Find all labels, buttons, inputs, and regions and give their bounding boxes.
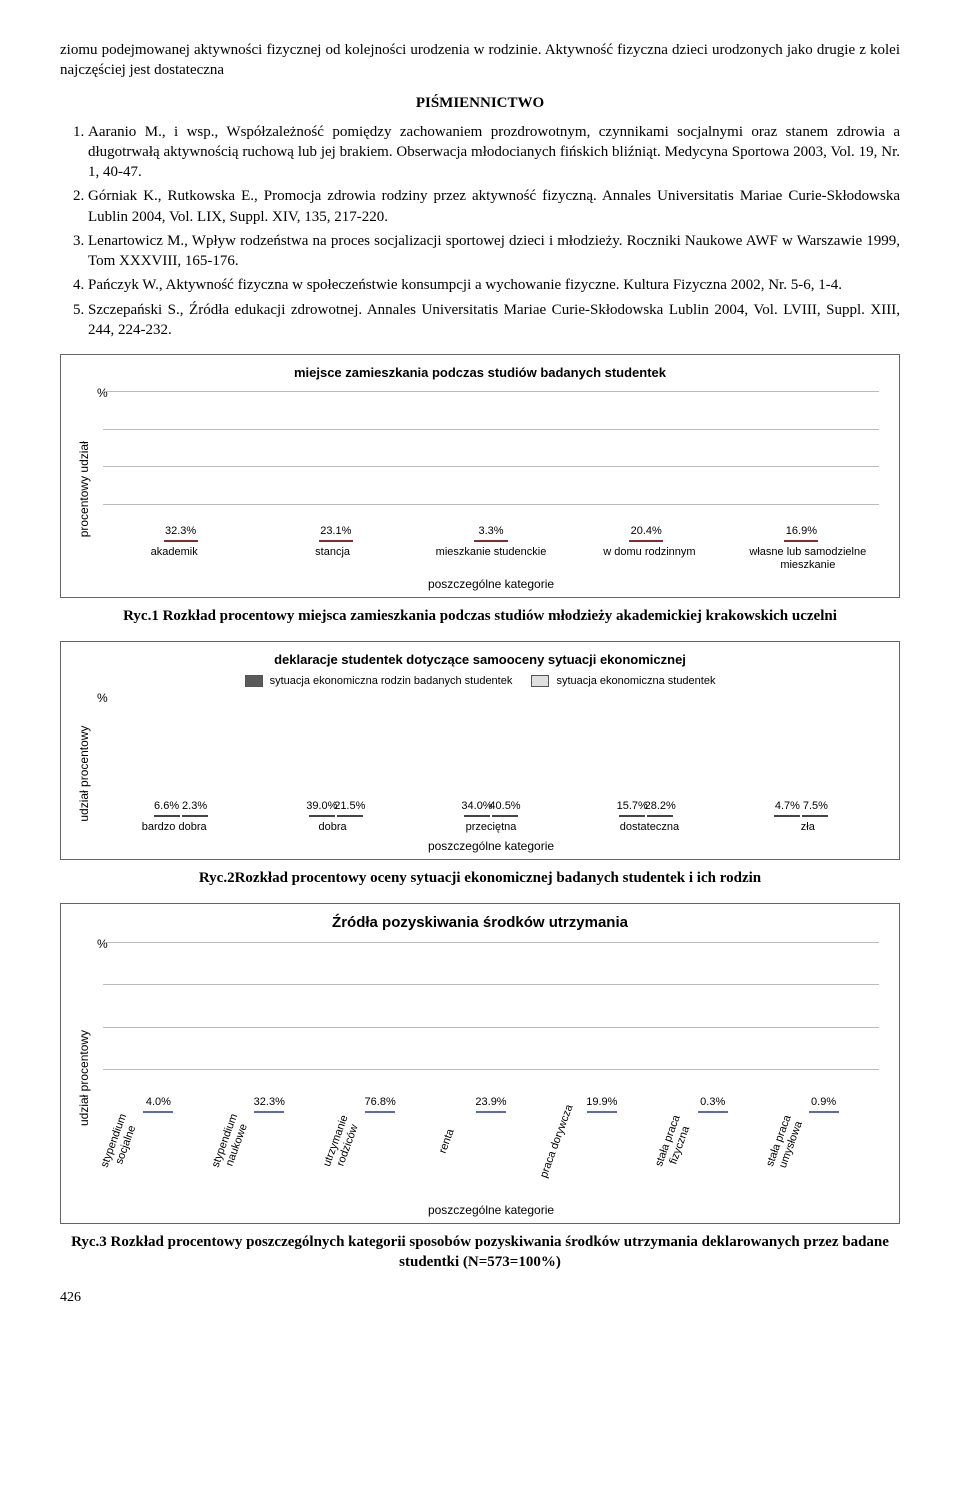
percent-sign: % [97,691,108,705]
intro-paragraph: ziomu podejmowanej aktywności fizycznej … [60,40,900,81]
reference-item: Aaranio M., i wsp., Współzależność pomię… [88,122,900,183]
chart-2-title: deklaracje studentek dotyczące samooceny… [73,652,887,667]
chart-3-title: Źródła pozyskiwania środków utrzymania [73,914,887,931]
figure-3-caption: Ryc.3 Rozkład procentowy poszczególnych … [60,1232,900,1273]
chart-2-legend: sytuacja ekonomiczna rodzin badanych stu… [73,675,887,687]
references-heading: PIŚMIENNICTWO [60,95,900,112]
reference-item: Lenartowicz M., Wpływ rodzeństwa na proc… [88,231,900,272]
legend-label: sytuacja ekonomiczna studentek [556,675,715,687]
chart-1-ylabel: procentowy udział [73,388,95,591]
chart-3-xaxis-title: poszczególne kategorie [95,1203,887,1217]
chart-1-xlabels: akademikstancjamieszkanie studenckiew do… [95,546,887,571]
reference-item: Górniak K., Rutkowska E., Promocja zdrow… [88,186,900,227]
chart-2: deklaracje studentek dotyczące samooceny… [60,641,900,861]
reference-item: Pańczyk W., Aktywność fizyczna w społecz… [88,275,900,295]
references-list: Aaranio M., i wsp., Współzależność pomię… [60,122,900,341]
figure-1-caption: Ryc.1 Rozkład procentowy miejsca zamiesz… [60,606,900,626]
percent-sign: % [97,386,108,400]
chart-2-xlabels: bardzo dobradobraprzeciętnadostatecznazł… [95,821,887,834]
chart-2-ylabel: udział procentowy [73,693,95,854]
chart-3: Źródła pozyskiwania środków utrzymania u… [60,903,900,1224]
legend-swatch [245,675,263,687]
legend-swatch [531,675,549,687]
figure-2-caption: Ryc.2Rozkład procentowy oceny sytuacji e… [60,868,900,888]
chart-2-xaxis-title: poszczególne kategorie [95,839,887,853]
reference-item: Szczepański S., Źródła edukacji zdrowotn… [88,300,900,341]
chart-3-xlabels: stypendium socjalnestypendium naukoweutr… [95,1117,887,1197]
chart-1: miejsce zamieszkania podczas studiów bad… [60,354,900,598]
legend-item: sytuacja ekonomiczna rodzin badanych stu… [245,675,513,687]
chart-2-plot: % 6.6%2.3%39.0%21.5%34.0%40.5%15.7%28.2%… [95,693,887,817]
chart-3-plot: % 4.0%32.3%76.8%23.9%19.9%0.3%0.9% [95,939,887,1113]
legend-label: sytuacja ekonomiczna rodzin badanych stu… [270,675,513,687]
percent-sign: % [97,937,108,951]
legend-item: sytuacja ekonomiczna studentek [531,675,715,687]
chart-1-xaxis-title: poszczególne kategorie [95,577,887,591]
chart-1-plot: % 32.3%23.1%3.3%20.4%16.9% [95,388,887,542]
chart-1-title: miejsce zamieszkania podczas studiów bad… [73,365,887,380]
page-number: 426 [60,1290,900,1306]
